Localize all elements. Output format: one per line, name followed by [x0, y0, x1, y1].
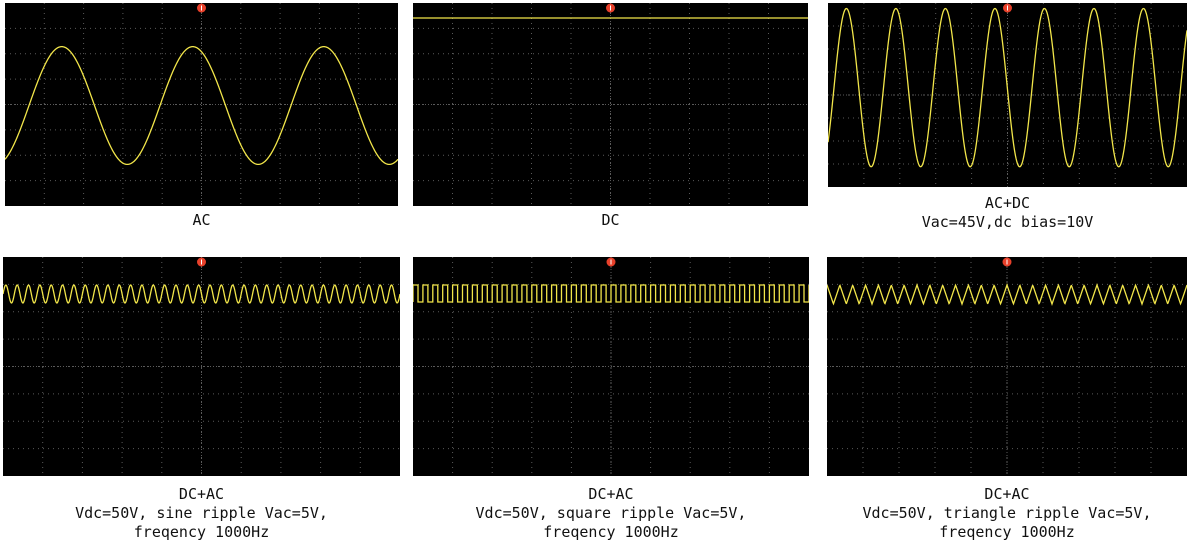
caption-line: DC+AC	[588, 485, 634, 503]
graticule	[5, 3, 398, 206]
caption-line: Vdc=50V, square ripple Vac=5V,	[475, 504, 747, 522]
caption-line: AC	[192, 211, 211, 229]
trigger-marker-icon	[197, 257, 206, 267]
waveform-display	[413, 257, 809, 476]
caption-line: freqency 1000Hz	[543, 523, 679, 541]
waveform-display	[5, 3, 398, 206]
signal-trace	[5, 46, 398, 166]
graticule	[3, 257, 400, 476]
signal-trace	[827, 282, 1187, 307]
caption-line: Vdc=50V, sine ripple Vac=5V,	[75, 504, 328, 522]
caption-line: Vdc=50V, triangle ripple Vac=5V,	[862, 504, 1152, 522]
signal-trace	[828, 7, 1187, 168]
scope-screen	[828, 3, 1187, 187]
trigger-marker-icon	[197, 3, 206, 13]
waveform-display	[413, 3, 808, 206]
scope-screen	[413, 257, 809, 476]
scope-panel-square-ripple: DC+AC Vdc=50V, square ripple Vac=5V, fre…	[413, 257, 809, 557]
caption-line: freqency 1000Hz	[939, 523, 1075, 541]
signal-trace	[3, 284, 400, 304]
scope-screen	[413, 3, 808, 206]
signal-trace	[413, 284, 809, 303]
panel-caption: DC+AC Vdc=50V, square ripple Vac=5V, fre…	[413, 485, 809, 542]
scope-panel-ac: AC	[5, 3, 398, 253]
caption-line: AC+DC	[984, 194, 1031, 212]
trigger-marker-icon	[1003, 3, 1012, 13]
trigger-marker-icon	[606, 257, 616, 267]
caption-line: DC+AC	[178, 485, 225, 503]
panel-caption: DC+AC Vdc=50V, sine ripple Vac=5V, freqe…	[3, 485, 400, 542]
waveform-display	[3, 257, 400, 476]
scope-screen	[3, 257, 400, 476]
scope-panel-sine-ripple: DC+AC Vdc=50V, sine ripple Vac=5V, freqe…	[3, 257, 400, 557]
panel-caption: AC+DC Vac=45V,dc bias=10V	[828, 194, 1187, 232]
graticule	[828, 3, 1187, 187]
caption-line: freqency 1000Hz	[133, 523, 270, 541]
trigger-marker-icon	[606, 3, 615, 13]
caption-line: DC	[601, 211, 620, 229]
scope-panel-triangle-ripple: DC+AC Vdc=50V, triangle ripple Vac=5V, f…	[827, 257, 1187, 557]
scope-panel-dc: DC	[413, 3, 808, 253]
panel-caption: AC	[5, 211, 398, 230]
graticule	[413, 3, 808, 206]
waveform-display	[828, 3, 1187, 187]
trigger-marker-icon	[1002, 257, 1012, 267]
panel-caption: DC+AC Vdc=50V, triangle ripple Vac=5V, f…	[827, 485, 1187, 542]
scope-screen	[827, 257, 1187, 476]
panel-caption: DC	[413, 211, 808, 230]
waveform-display	[827, 257, 1187, 476]
graticule	[827, 257, 1187, 476]
caption-line: Vac=45V,dc bias=10V	[921, 213, 1094, 231]
scope-panel-ac-dc: AC+DC Vac=45V,dc bias=10V	[828, 3, 1187, 253]
caption-line: DC+AC	[984, 485, 1030, 503]
scope-screen	[5, 3, 398, 206]
